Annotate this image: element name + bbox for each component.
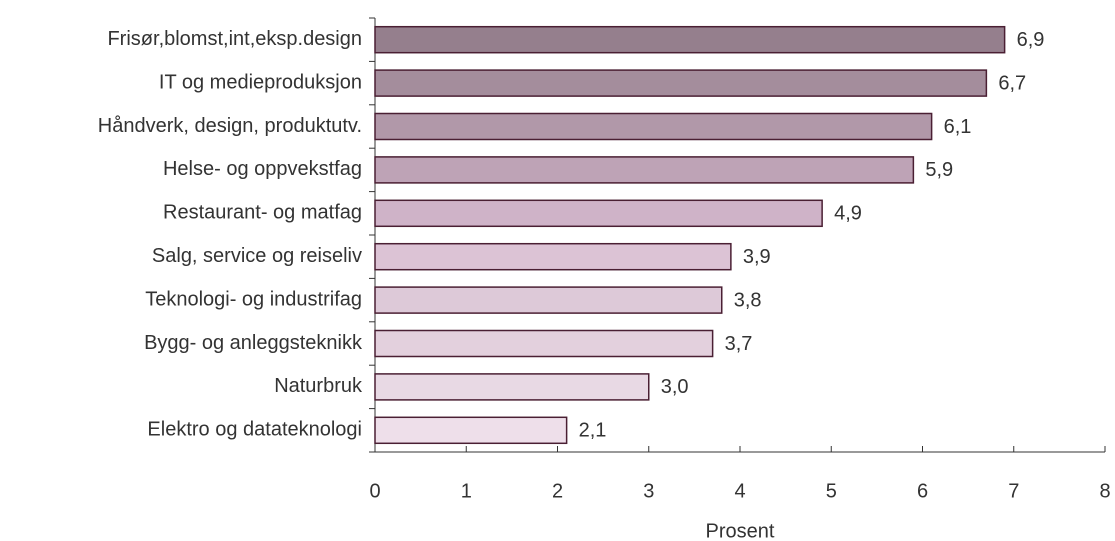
y-tick-label: Håndverk, design, produktutv. [98,115,362,137]
value-label: 3,9 [743,246,771,268]
y-tick-label: IT og medieproduksjon [159,71,362,93]
x-tick-label: 8 [1099,480,1110,502]
x-tick-label: 7 [1008,480,1019,502]
y-tick-label: Naturbruk [274,375,363,397]
y-tick-label: Helse- og oppvekstfag [163,158,362,180]
value-label: 3,8 [734,289,762,311]
bar [374,156,915,184]
x-tick-label: 4 [734,480,745,502]
value-label: 5,9 [925,159,953,181]
y-tick-label: Frisør,blomst,int,eksp.design [107,28,362,50]
value-label: 2,1 [579,420,607,442]
bar [374,199,823,228]
x-tick-label: 1 [461,480,472,502]
bar [374,329,714,358]
y-tick-label: Restaurant- og matfag [163,202,362,224]
bar [374,69,988,97]
value-label: 6,9 [1017,29,1045,51]
bar [374,112,933,141]
value-label: 4,9 [834,203,862,225]
bar [374,416,568,445]
value-label: 3,0 [661,376,689,398]
bar [374,242,732,271]
x-axis-label: Prosent [706,520,775,541]
value-label: 3,7 [725,333,753,355]
value-label: 6,7 [998,72,1026,94]
y-tick-label: Salg, service og reiseliv [152,245,362,267]
x-tick-label: 0 [369,480,380,502]
value-label: 6,1 [944,116,972,138]
bar [374,25,1006,54]
x-tick-label: 2 [552,480,563,502]
bar [374,373,650,401]
y-tick-label: Teknologi- og industrifag [145,288,362,310]
y-tick-label: Bygg- og anleggsteknikk [144,332,363,354]
y-tick-label: Elektro og datateknologi [147,419,362,441]
x-tick-label: 6 [917,480,928,502]
bar [374,286,723,314]
x-tick-label: 3 [643,480,654,502]
x-tick-label: 5 [826,480,837,502]
